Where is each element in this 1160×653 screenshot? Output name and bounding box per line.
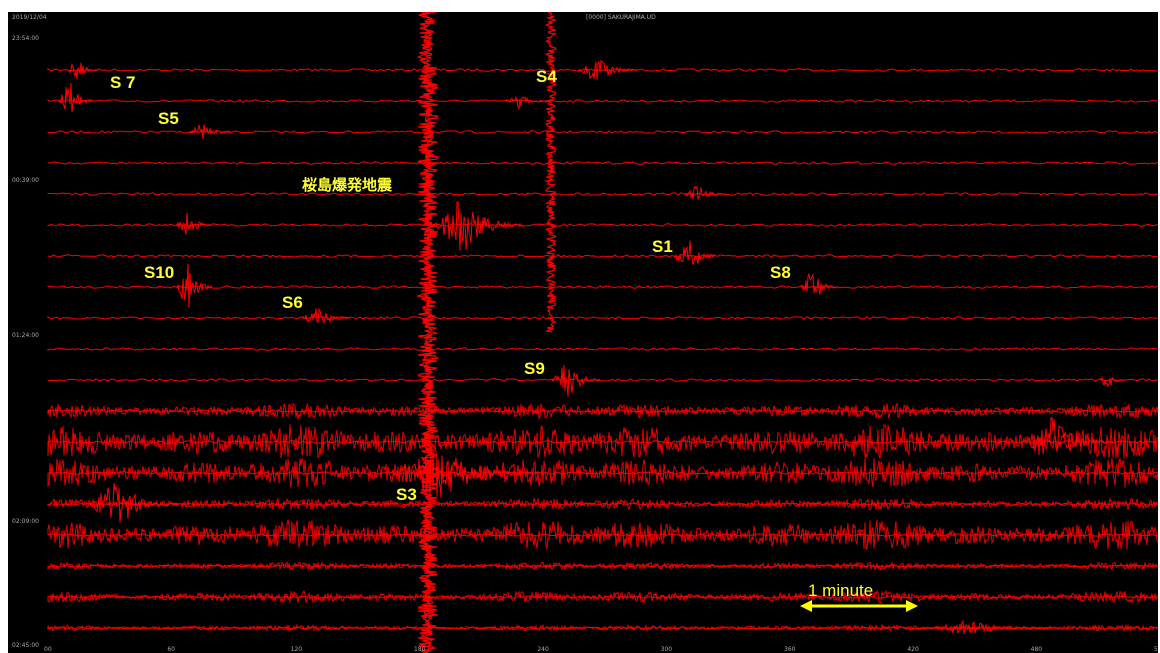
event-label-6: S4 — [536, 67, 557, 86]
row-time-4: 02:45:00 — [12, 642, 39, 649]
event-label-5: S8 — [770, 263, 791, 282]
trace-5 — [47, 223, 1158, 227]
x-tick-3: 180 — [414, 646, 426, 653]
x-tick-6: 360 — [784, 646, 796, 653]
dense-row-11 — [47, 402, 1158, 421]
x-tick-5: 300 — [661, 646, 673, 653]
burst-row18 — [927, 619, 1049, 634]
burst-s4-spike — [543, 12, 558, 333]
explosion-coda-row5 — [432, 201, 524, 251]
row-time-3: 02:09:00 — [12, 518, 39, 525]
header-date: 2019/12/04 — [12, 14, 47, 21]
event-label-4: S1 — [652, 237, 673, 256]
burst-s4-tail — [577, 59, 639, 80]
event-label-2: S10 — [144, 263, 174, 282]
trace-3 — [47, 161, 1158, 165]
explosion-column-core — [421, 12, 435, 653]
burst-row12-right — [1022, 416, 1114, 456]
trace-9 — [47, 347, 1158, 351]
row-time-1: 00:39:00 — [12, 177, 39, 184]
x-tick-8: 480 — [1031, 646, 1043, 653]
event-label-3: S6 — [282, 293, 303, 312]
dense-row-15 — [47, 519, 1158, 551]
x-tick-4: 240 — [537, 646, 549, 653]
dense-row-12 — [47, 423, 1158, 459]
burst-s6 — [301, 307, 351, 325]
trace-10 — [47, 378, 1158, 382]
event-label-7: S9 — [524, 359, 545, 378]
burst-r1b — [506, 95, 548, 110]
dense-row-14 — [47, 496, 1158, 511]
burst-s9 — [551, 364, 601, 397]
x-tick-0: 00 — [44, 646, 52, 653]
explosion-column — [415, 12, 440, 653]
seismogram-plot: S 7 S5 S10 S6 S1 S8 S4 S9 S3 桜島爆発地震 2019/12/04 [0… — [8, 12, 1158, 653]
explosion-coda-row13 — [387, 444, 539, 498]
dense-row-13 — [47, 457, 1158, 488]
burst-s1 — [673, 240, 717, 265]
row-time-0: 23:54:00 — [12, 35, 39, 42]
burst-s10 — [175, 263, 213, 308]
x-tick-1: 60 — [167, 646, 175, 653]
burst-row14-left — [88, 482, 179, 523]
burst-s5 — [188, 124, 232, 140]
burst-group — [47, 12, 1158, 653]
burst-r0 — [67, 62, 99, 80]
trace-0 — [47, 67, 1158, 72]
trace-6 — [47, 254, 1158, 258]
trace-group — [47, 67, 1158, 630]
trace-7 — [47, 285, 1158, 289]
header-station: [0000] SAKURAJIMA.UD — [586, 14, 656, 21]
trace-1 — [47, 99, 1158, 103]
trace-8 — [47, 315, 1158, 320]
event-label-8: S3 — [396, 485, 417, 504]
label-group: S 7 S5 S10 S6 S1 S8 S4 S9 S3 桜島爆発地震 — [110, 67, 791, 504]
trace-4 — [47, 192, 1158, 196]
x-tick-2: 120 — [291, 646, 303, 653]
burst-r10 — [1099, 375, 1125, 388]
scale-bar-label: 1 minute — [808, 581, 873, 600]
trace-2 — [47, 130, 1158, 134]
burst-s8 — [800, 272, 838, 295]
row-time-2: 01:24:00 — [12, 332, 39, 339]
x-tick-labels: 00 60 120 180 240 300 360 420 480 540 — [44, 646, 1158, 653]
scale-bar-arrow-right — [906, 600, 918, 612]
scale-bar: 1 minute — [800, 581, 918, 612]
burst-r5 — [175, 212, 213, 235]
x-tick-7: 420 — [907, 646, 919, 653]
burst-s7 — [57, 82, 95, 113]
dense-row-17 — [47, 589, 1158, 605]
x-tick-9: 540 — [1154, 646, 1158, 653]
event-label-9: 桜島爆発地震 — [302, 176, 393, 194]
dense-row-16 — [47, 560, 1158, 572]
seismogram-svg: S 7 S5 S10 S6 S1 S8 S4 S9 S3 桜島爆発地震 2019/12/04 [0… — [12, 12, 1158, 653]
event-label-1: S5 — [158, 109, 179, 128]
burst-r4 — [683, 185, 727, 201]
scale-bar-arrow-left — [800, 600, 812, 612]
event-label-0: S 7 — [110, 73, 136, 92]
row-time-labels: 23:54:00 00:39:00 01:24:00 02:09:00 02:45:00 — [12, 35, 39, 649]
